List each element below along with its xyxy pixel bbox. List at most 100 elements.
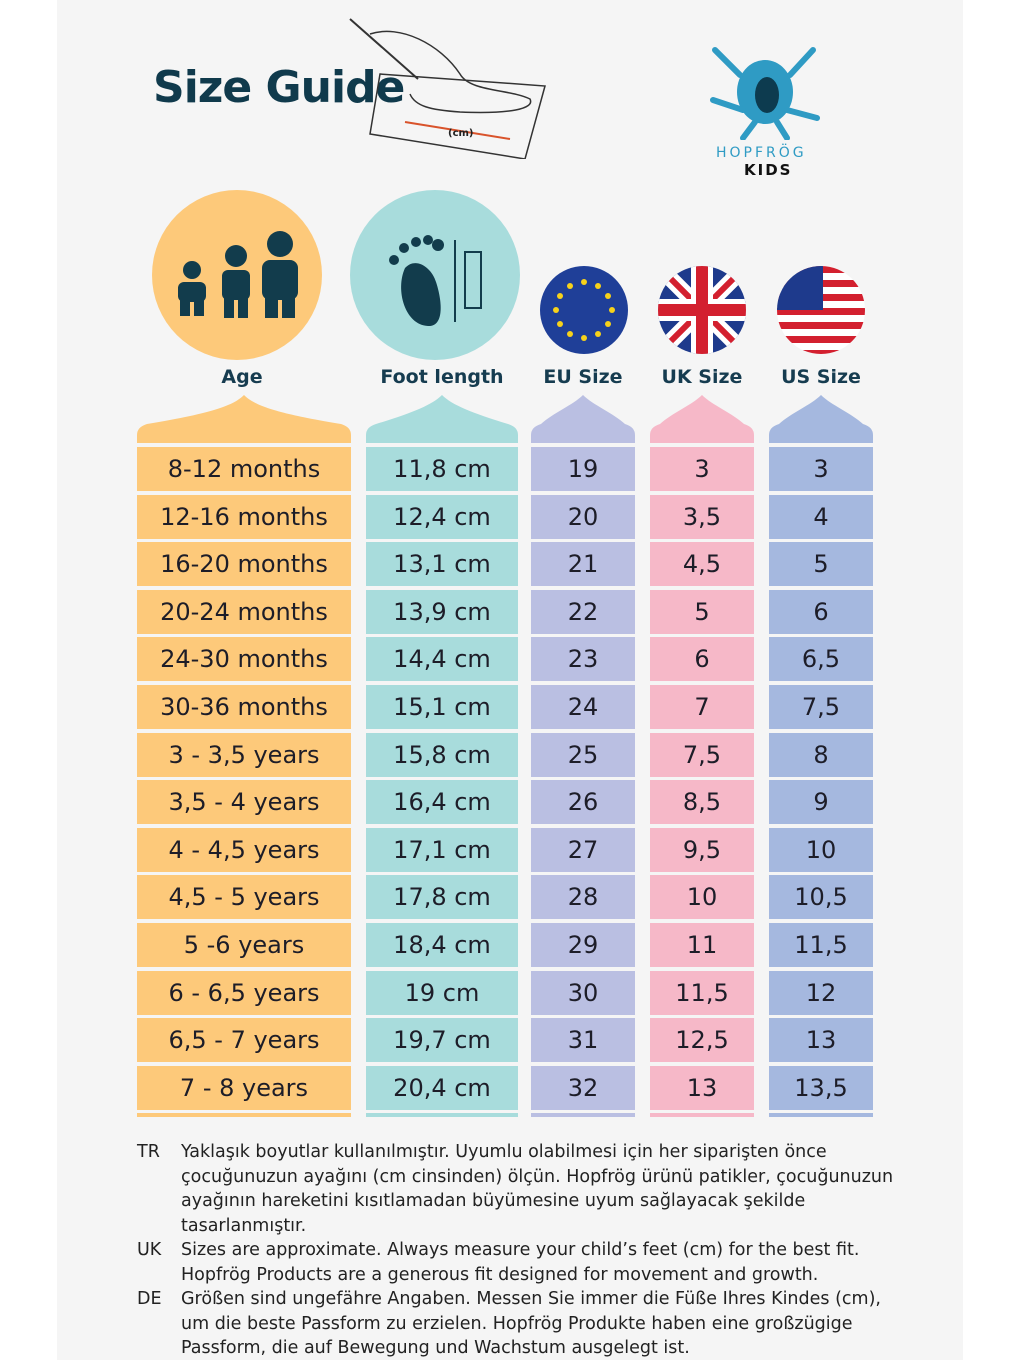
cell-foot: 12,4 cm <box>366 494 518 539</box>
cell-us: 13,5 <box>769 1065 873 1110</box>
cell-uk: 10 <box>650 875 754 920</box>
cell-us: 10 <box>769 827 873 872</box>
frog-logo-icon <box>710 47 820 140</box>
cell-eu: 28 <box>531 875 635 920</box>
cell-age: 20-24 months <box>137 589 351 634</box>
cell-uk: 11 <box>650 923 754 967</box>
logo-sub: KIDS <box>744 161 793 179</box>
column-foot: 11,8 cm 12,4 cm 13,1 cm 13,9 cm 14,4 cm 15,1 … <box>366 395 518 1118</box>
column-footer <box>531 1113 635 1118</box>
cell-uk: 9,5 <box>650 827 754 872</box>
cell-foot: 16,4 cm <box>366 780 518 825</box>
us-flag-icon <box>777 266 865 354</box>
foot-ruler-icon <box>389 235 482 327</box>
page-title: Size Guide <box>153 62 405 113</box>
cell-uk: 7 <box>650 685 754 729</box>
cell-us: 13 <box>769 1018 873 1063</box>
cell-us: 8 <box>769 732 873 777</box>
cell-us: 5 <box>769 542 873 587</box>
column-footer <box>769 1113 873 1118</box>
uk-flag-icon <box>658 266 746 354</box>
cell-age: 5 -6 years <box>137 923 351 967</box>
note-code: DE <box>137 1289 162 1309</box>
cell-foot: 19 cm <box>366 970 518 1015</box>
column-footer <box>137 1113 351 1118</box>
foot-measuring-illustration: (cm) <box>349 18 546 159</box>
cell-us: 3 <box>769 447 873 491</box>
note-code: UK <box>137 1240 162 1260</box>
cell-eu: 24 <box>531 685 635 729</box>
column-label-age: Age <box>221 366 263 388</box>
cell-us: 10,5 <box>769 875 873 920</box>
cell-uk: 3,5 <box>650 494 754 539</box>
cell-foot: 17,1 cm <box>366 827 518 872</box>
cell-foot: 13,9 cm <box>366 589 518 634</box>
column-uk: 3 3,5 4,5 5 6 7 7,5 8,5 9,5 10 11 11,5 12,5 13 <box>650 395 754 1118</box>
cell-eu: 27 <box>531 827 635 872</box>
cell-uk: 8,5 <box>650 780 754 825</box>
cell-age: 4,5 - 5 years <box>137 875 351 920</box>
column-cap <box>137 395 351 443</box>
cell-foot: 11,8 cm <box>366 447 518 491</box>
cell-foot: 15,8 cm <box>366 732 518 777</box>
cell-age: 3,5 - 4 years <box>137 780 351 825</box>
column-cap <box>650 395 754 443</box>
cell-foot: 17,8 cm <box>366 875 518 920</box>
cell-age: 7 - 8 years <box>137 1065 351 1110</box>
eu-flag-icon <box>540 266 628 354</box>
cell-us: 12 <box>769 970 873 1015</box>
column-label-eu: EU Size <box>543 366 623 388</box>
column-cap <box>531 395 635 443</box>
cell-eu: 30 <box>531 970 635 1015</box>
cell-eu: 22 <box>531 589 635 634</box>
note-uk: UK Sizes are approximate. Always measure … <box>137 1238 897 1287</box>
cell-uk: 13 <box>650 1065 754 1110</box>
cell-foot: 14,4 cm <box>366 637 518 682</box>
note-text: Sizes are approximate. Always measure yo… <box>181 1240 860 1285</box>
cell-us: 6,5 <box>769 637 873 682</box>
cell-us: 6 <box>769 589 873 634</box>
cell-eu: 21 <box>531 542 635 587</box>
column-label-us: US Size <box>781 366 861 388</box>
cell-uk: 5 <box>650 589 754 634</box>
note-de: DE Größen sind ungefähre Angaben. Messen … <box>137 1287 897 1361</box>
cell-age: 6,5 - 7 years <box>137 1018 351 1063</box>
column-age: 8-12 months 12-16 months 16-20 months 20-24… <box>137 395 351 1118</box>
cell-eu: 29 <box>531 923 635 967</box>
column-label-foot: Foot length <box>380 366 504 388</box>
note-tr: TR Yaklaşık boyutlar kullanılmıştır. Uyum… <box>137 1140 897 1238</box>
cell-age: 3 - 3,5 years <box>137 732 351 777</box>
column-us: 3 4 5 6 6,5 7,5 8 9 10 10,5 11,5 12 13 13,5 <box>769 395 873 1118</box>
cell-eu: 23 <box>531 637 635 682</box>
cell-uk: 12,5 <box>650 1018 754 1063</box>
note-text: Größen sind ungefähre Angaben. Messen Si… <box>181 1289 881 1358</box>
cell-foot: 18,4 cm <box>366 923 518 967</box>
cell-age: 24-30 months <box>137 637 351 682</box>
cell-age: 6 - 6,5 years <box>137 970 351 1015</box>
cell-uk: 7,5 <box>650 732 754 777</box>
cell-eu: 25 <box>531 732 635 777</box>
cell-age: 12-16 months <box>137 494 351 539</box>
column-eu: 19 20 21 22 23 24 25 26 27 28 29 30 31 32 <box>531 395 635 1118</box>
cell-foot: 13,1 cm <box>366 542 518 587</box>
cell-foot: 20,4 cm <box>366 1065 518 1110</box>
cell-eu: 26 <box>531 780 635 825</box>
cell-foot: 15,1 cm <box>366 685 518 729</box>
foot-circle <box>350 190 520 360</box>
cell-age: 16-20 months <box>137 542 351 587</box>
note-code: TR <box>137 1142 160 1162</box>
column-footer <box>650 1113 754 1118</box>
column-footer <box>366 1113 518 1118</box>
cell-foot: 19,7 cm <box>366 1018 518 1063</box>
cell-age: 30-36 months <box>137 685 351 729</box>
cell-age: 8-12 months <box>137 447 351 491</box>
cell-eu: 19 <box>531 447 635 491</box>
cell-us: 7,5 <box>769 685 873 729</box>
children-icon <box>178 231 298 318</box>
cell-us: 9 <box>769 780 873 825</box>
cm-label: (cm) <box>448 128 474 139</box>
column-cap <box>769 395 873 443</box>
cell-uk: 11,5 <box>650 970 754 1015</box>
cell-uk: 3 <box>650 447 754 491</box>
cell-eu: 20 <box>531 494 635 539</box>
